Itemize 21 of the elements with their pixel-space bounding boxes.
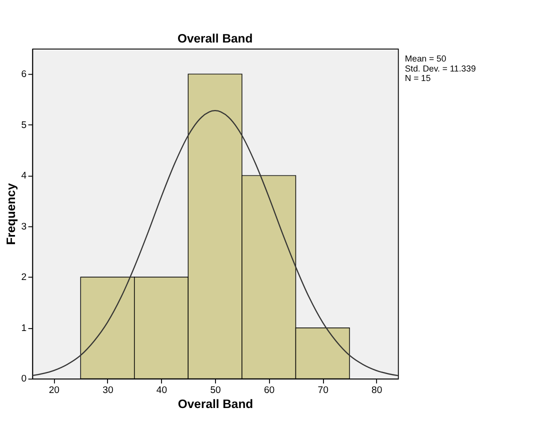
x-tick-label: 30 — [102, 385, 114, 396]
text: Mean = 50 — [404, 54, 446, 64]
y-tick-label: 4 — [21, 170, 28, 182]
y-axis-title: Frequency — [4, 183, 18, 245]
x-tick-label: 70 — [318, 385, 328, 396]
x-tick-label: 40 — [156, 385, 168, 396]
y-tick-label: 3 — [21, 221, 27, 232]
y-tick-label: 5 — [21, 120, 27, 131]
text: N = 15 — [404, 72, 431, 83]
x-tick-label: 20 — [48, 385, 60, 396]
text: Std. Dev. = 11.339 — [404, 63, 476, 74]
line-series — [32, 110, 398, 376]
y-tick-label: 6 — [21, 69, 27, 80]
y-tick-label: 0 — [21, 374, 27, 385]
y-tick-label: 1 — [21, 322, 27, 334]
x-tick-label: 80 — [372, 385, 382, 396]
y-tick-label: 2 — [21, 272, 27, 284]
x-tick-label: 50 — [210, 385, 221, 396]
x-tick-label: 60 — [264, 385, 275, 396]
x-axis-title: Overall Band — [178, 396, 254, 411]
chart-title: Overall Band — [177, 32, 253, 46]
